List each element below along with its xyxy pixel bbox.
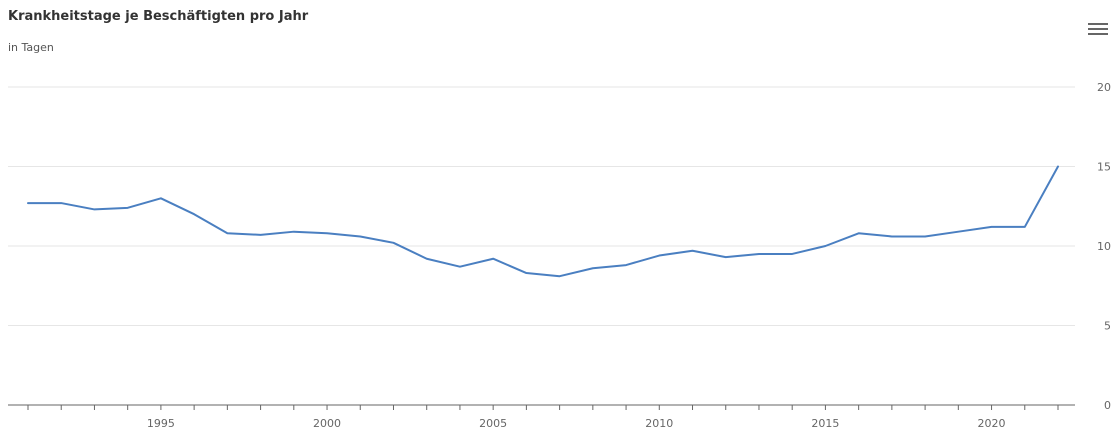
y-tick-label-10: 10 xyxy=(1097,240,1111,253)
chart-title: Krankheitstage je Beschäftigten pro Jahr xyxy=(8,9,309,24)
x-tick-label-1995: 1995 xyxy=(147,417,175,430)
x-tick-label-2015: 2015 xyxy=(811,417,839,430)
y-tick-label-5: 5 xyxy=(1104,320,1111,333)
x-tick-label-2010: 2010 xyxy=(645,417,673,430)
chart-subtitle: in Tagen xyxy=(8,41,54,54)
series-line-0 xyxy=(27,165,1059,278)
grid-lines xyxy=(8,86,1075,326)
x-tick-label-2020: 2020 xyxy=(978,417,1006,430)
x-tick-label-2005: 2005 xyxy=(479,417,507,430)
y-axis: 0 5 10 15 20 xyxy=(1097,81,1111,412)
x-axis: 1995 2000 2005 2010 2015 2020 xyxy=(8,404,1075,430)
y-tick-label-20: 20 xyxy=(1097,81,1111,94)
y-tick-label-0: 0 xyxy=(1104,399,1111,412)
x-tick-label-2000: 2000 xyxy=(313,417,341,430)
y-tick-label-15: 15 xyxy=(1097,161,1111,174)
hamburger-menu-icon[interactable] xyxy=(1088,23,1108,39)
series-layer xyxy=(27,165,1059,278)
